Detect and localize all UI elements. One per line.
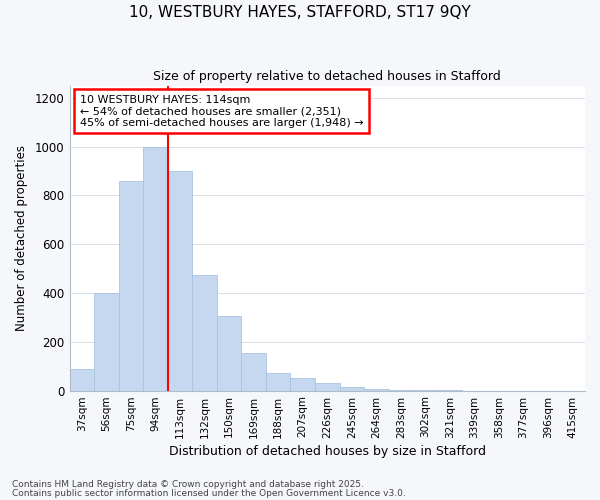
Bar [266,374,290,390]
Text: 10, WESTBURY HAYES, STAFFORD, ST17 9QY: 10, WESTBURY HAYES, STAFFORD, ST17 9QY [129,5,471,20]
Text: 10 WESTBURY HAYES: 114sqm
← 54% of detached houses are smaller (2,351)
45% of se: 10 WESTBURY HAYES: 114sqm ← 54% of detac… [80,94,364,128]
Text: Contains HM Land Registry data © Crown copyright and database right 2025.: Contains HM Land Registry data © Crown c… [12,480,364,489]
X-axis label: Distribution of detached houses by size in Stafford: Distribution of detached houses by size … [169,444,486,458]
Bar [119,180,143,390]
Y-axis label: Number of detached properties: Number of detached properties [15,145,28,331]
Title: Size of property relative to detached houses in Stafford: Size of property relative to detached ho… [154,70,501,83]
Bar [94,293,119,390]
Bar [217,316,241,390]
Bar [70,368,94,390]
Bar [192,274,217,390]
Bar [143,146,168,390]
Bar [168,171,192,390]
Bar [315,383,340,390]
Text: Contains public sector information licensed under the Open Government Licence v3: Contains public sector information licen… [12,489,406,498]
Bar [241,352,266,391]
Bar [290,378,315,390]
Bar [340,387,364,390]
